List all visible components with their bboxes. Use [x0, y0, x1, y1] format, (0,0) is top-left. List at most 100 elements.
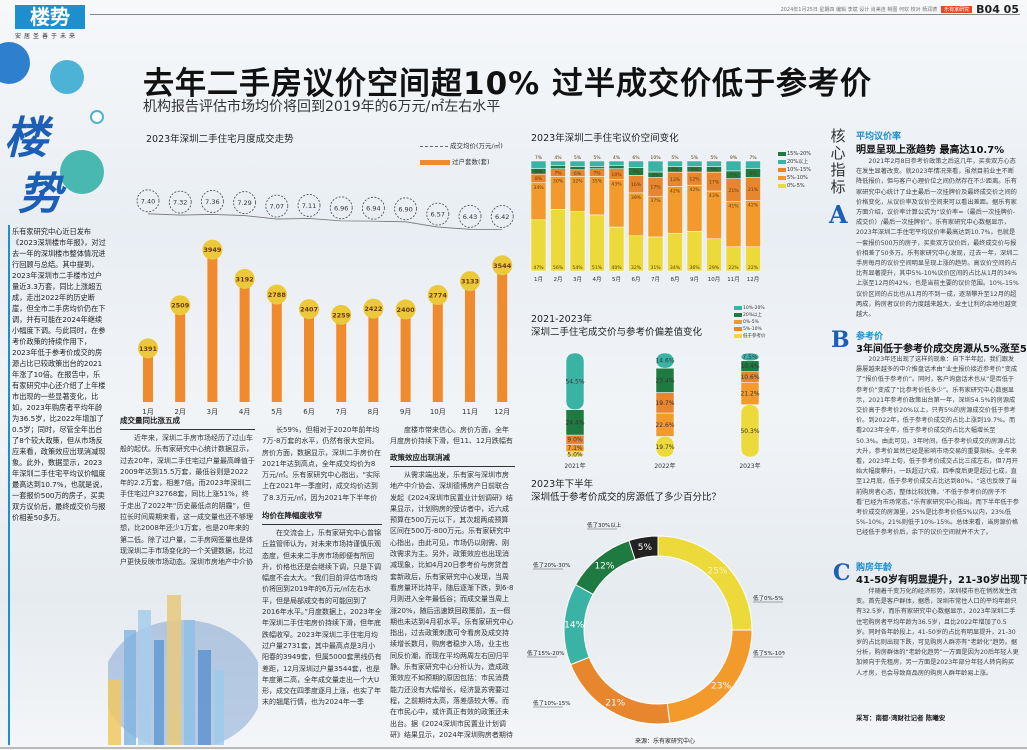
segment-0%-5% [530, 219, 547, 272]
chart3-title-line1: 2021-2023年 [531, 314, 593, 325]
segment-label: 51% [592, 265, 603, 271]
price-bubble [426, 202, 450, 226]
segment-label: 5% [710, 167, 718, 173]
segment-label: 54.5% [565, 378, 584, 385]
segment-label: 7% [749, 155, 757, 161]
segment-label: 7% [535, 155, 543, 161]
segment-label: 7% [730, 173, 738, 179]
legend-label: 10%-15% [787, 167, 812, 173]
price-label: 6.94 [366, 205, 380, 213]
segment-10%-20% [740, 352, 760, 362]
floorplan-circle-icon [60, 150, 104, 194]
segment-label: 17% [650, 185, 661, 191]
segment-label: 43% [709, 193, 720, 199]
segment-label: 7% [554, 170, 562, 176]
segment-label: 5% [593, 155, 601, 161]
legend-bar-label: 过户套数(套) [452, 158, 490, 166]
segment-15%-20% [589, 166, 605, 169]
segment-label: 42% [748, 203, 759, 209]
segment-label: 8% [749, 171, 757, 177]
bar-value-bubble [266, 284, 287, 305]
segment-label: 39% [631, 195, 642, 201]
legend-item: 15%-20% [778, 150, 824, 158]
chart4-title-line2: 深圳低于参考价成交的房源低了多少百分比？ [531, 492, 722, 503]
x-tick-label: 7月 [335, 408, 346, 416]
bar-value-bubble [331, 304, 352, 325]
price-trend-line [147, 213, 503, 230]
legend-line-item: 成交均价(万元/㎡) [420, 138, 503, 154]
segment-label: 36% [689, 265, 700, 271]
bar-value-bubble [299, 299, 319, 320]
section-a-label: 平均议价率 [856, 132, 902, 142]
segment-label: 13% [670, 177, 681, 183]
deco-char-1: 楼 [4, 113, 48, 164]
section-heading-policy: 政策效应出现消减 [390, 452, 515, 467]
segment-label: 5% [535, 169, 543, 175]
issue-tag: 乐有家研究 [941, 6, 973, 13]
legend-swatch [778, 167, 786, 172]
bar-value-label: 2774 [429, 292, 448, 300]
section-b-title: 3年间低于参考价成交房源从5%涨至50.3% [856, 344, 1027, 355]
segment-label: 5% [671, 167, 679, 173]
chart-source: 来源：乐有家研究中心 [635, 738, 696, 745]
reference-price-deviation-chart: 5.0%7.1%9.0% 24.4% 54.5% 2021年 19.7% 22.6% 19.… [564, 352, 761, 470]
bar-value-label: 2422 [364, 305, 382, 313]
x-tick-label: 6月 [303, 408, 314, 416]
x-tick-label: 9月 [400, 408, 411, 416]
segment-label: 5% [691, 167, 699, 173]
legend-label: 0%-5% [787, 183, 805, 189]
segment-label: 56% [553, 265, 564, 271]
bar-12月 [497, 265, 508, 402]
segment-label: 31% [650, 265, 661, 271]
header-rule [90, 14, 1020, 15]
donut-category-label: 低了10%-15% [533, 699, 570, 707]
segment-label: 7% [632, 169, 640, 175]
segment-label: 17% [709, 179, 720, 185]
section-b-label: 参考价 [856, 332, 884, 342]
x-tick-label: 10月 [430, 408, 446, 416]
segment-20%以上 [589, 160, 605, 167]
donut-category-label: 低了5%-10% [753, 649, 785, 657]
segment-label: 9% [730, 155, 738, 161]
legend-label: 0%-5% [743, 320, 759, 325]
segment-label: 10.6% [740, 374, 759, 381]
yen-circle-icon [90, 110, 104, 124]
segment-label: 4% [554, 155, 562, 161]
chart4-title-line1: 2023年下半年 [531, 479, 594, 490]
bar-5月 [271, 294, 282, 402]
section-heading-volume: 成交量同比涨五成 [120, 415, 255, 430]
chart4-title: 2023年下半年 深圳低于参考价成交的房源低了多少百分比？ [531, 478, 721, 504]
x-tick-label: 12月 [747, 276, 760, 283]
legend-swatch [778, 151, 786, 156]
monthly-transactions-chart: 1391 1月 7.40 2509 2月 7.32 3949 3月 7.36 3192 4月 7.29… [136, 189, 514, 416]
article-col3: 从需求端出发，乐有家与深圳市房地产中介协会、深圳德博房产日前联合发起《2024深… [390, 471, 514, 739]
bar-value-label: 2259 [332, 311, 351, 319]
chart3-legend: 10%-20% 20%以上 0%-5% 5%-10% 低于参考价 [734, 305, 780, 340]
section-a-title: 明显呈现上涨趋势 最高达10.7% [856, 145, 1005, 156]
segment-label: 5% [652, 173, 660, 179]
donut-category-label: 低了20%-30% [533, 561, 570, 569]
bar-value-label: 3133 [461, 278, 479, 286]
legend-swatch [734, 312, 742, 317]
bar-value-label: 3544 [493, 262, 512, 270]
bar-value-bubble [202, 239, 223, 260]
donut-slice-0 [657, 535, 753, 631]
price-bubble [394, 197, 418, 221]
section-c-title: 41-50岁有明显提升，21-30岁出现下跌 [856, 575, 1027, 586]
bargaining-space-chart: 47%34%8%5%7%1月56%30%7%4%2月54%32%6%5%3月51… [530, 155, 761, 283]
below-reference-donut-chart: 25% 低了0%-5% 23% 低了5%-10% 21% 低了10%-15% 14% 低了15… [527, 521, 785, 725]
x-tick-label: 2021年 [564, 462, 585, 470]
x-tick-label: 11月 [462, 408, 478, 416]
legend-label: 5%-10% [787, 175, 808, 181]
section-heading-price: 均价在降幅度收窄 [262, 510, 382, 525]
x-tick-label: 3月 [573, 276, 582, 283]
bar-3月 [207, 249, 218, 402]
legend-bar-item: 过户套数(套) [420, 154, 503, 170]
bar-value-label: 3192 [236, 275, 254, 283]
cart-circle-icon [0, 42, 30, 84]
price-label: 7.32 [173, 199, 187, 207]
bar-value-bubble [460, 271, 480, 292]
legend-dash-swatch [420, 145, 448, 147]
legend-item: 10%-15% [778, 166, 824, 174]
donut-value-label: 12% [594, 561, 614, 571]
